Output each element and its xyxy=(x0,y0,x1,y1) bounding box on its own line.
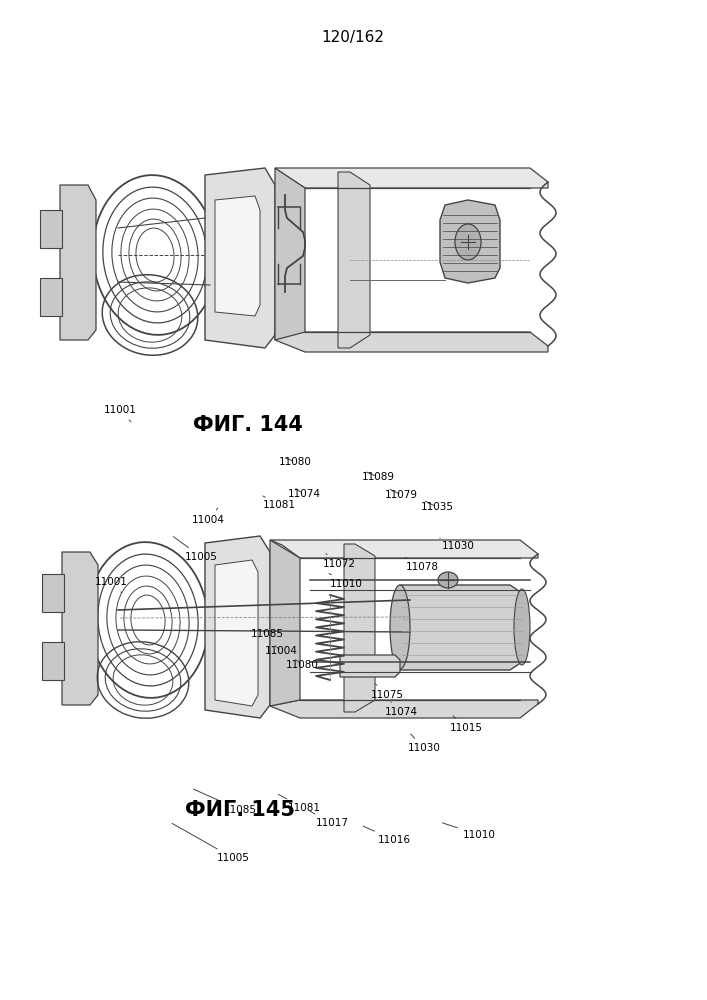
Text: 11081: 11081 xyxy=(263,496,296,510)
Text: 120/162: 120/162 xyxy=(322,30,385,45)
Polygon shape xyxy=(340,655,400,677)
Polygon shape xyxy=(42,574,64,612)
Ellipse shape xyxy=(438,572,458,588)
Polygon shape xyxy=(338,172,370,348)
Text: 11010: 11010 xyxy=(329,573,363,589)
Polygon shape xyxy=(215,196,260,316)
Text: 11010: 11010 xyxy=(443,823,496,840)
Ellipse shape xyxy=(455,224,481,260)
Polygon shape xyxy=(40,278,62,316)
Text: 11072: 11072 xyxy=(323,554,356,569)
Text: 11080: 11080 xyxy=(279,457,312,467)
Text: 11005: 11005 xyxy=(172,823,250,863)
Polygon shape xyxy=(275,168,305,340)
Text: 11030: 11030 xyxy=(408,734,440,753)
Text: 11078: 11078 xyxy=(405,557,439,572)
Polygon shape xyxy=(400,585,525,670)
Text: 11085: 11085 xyxy=(194,789,257,815)
Polygon shape xyxy=(270,540,300,706)
Text: 11035: 11035 xyxy=(421,501,453,512)
Text: 11001: 11001 xyxy=(95,577,128,593)
Text: 11004: 11004 xyxy=(192,508,225,525)
Text: 11089: 11089 xyxy=(362,472,395,482)
Text: 11074: 11074 xyxy=(385,702,418,717)
Text: 11005: 11005 xyxy=(173,537,218,562)
Ellipse shape xyxy=(390,585,410,669)
Polygon shape xyxy=(270,540,538,558)
Text: ФИГ. 145: ФИГ. 145 xyxy=(185,800,295,820)
Text: 11004: 11004 xyxy=(265,646,298,656)
Polygon shape xyxy=(62,552,98,705)
Text: 11016: 11016 xyxy=(363,826,411,845)
Polygon shape xyxy=(440,200,500,283)
Text: 11085: 11085 xyxy=(251,629,284,639)
Text: 11081: 11081 xyxy=(278,794,320,813)
Text: 11075: 11075 xyxy=(371,684,404,700)
Polygon shape xyxy=(42,642,64,680)
Polygon shape xyxy=(60,185,96,340)
Text: 11017: 11017 xyxy=(310,811,349,828)
Text: ФИГ. 144: ФИГ. 144 xyxy=(193,415,303,435)
Text: 11079: 11079 xyxy=(385,489,418,500)
Polygon shape xyxy=(205,536,270,718)
Ellipse shape xyxy=(514,589,530,665)
Polygon shape xyxy=(275,168,548,188)
Polygon shape xyxy=(344,544,375,712)
Polygon shape xyxy=(215,560,258,706)
Text: 11080: 11080 xyxy=(286,660,319,670)
Text: 11074: 11074 xyxy=(288,489,320,499)
Polygon shape xyxy=(275,332,548,352)
Text: 11015: 11015 xyxy=(450,716,483,733)
Text: 11030: 11030 xyxy=(440,538,474,551)
Polygon shape xyxy=(40,210,62,248)
Polygon shape xyxy=(205,168,275,348)
Polygon shape xyxy=(270,700,538,718)
Text: 11001: 11001 xyxy=(104,405,136,422)
